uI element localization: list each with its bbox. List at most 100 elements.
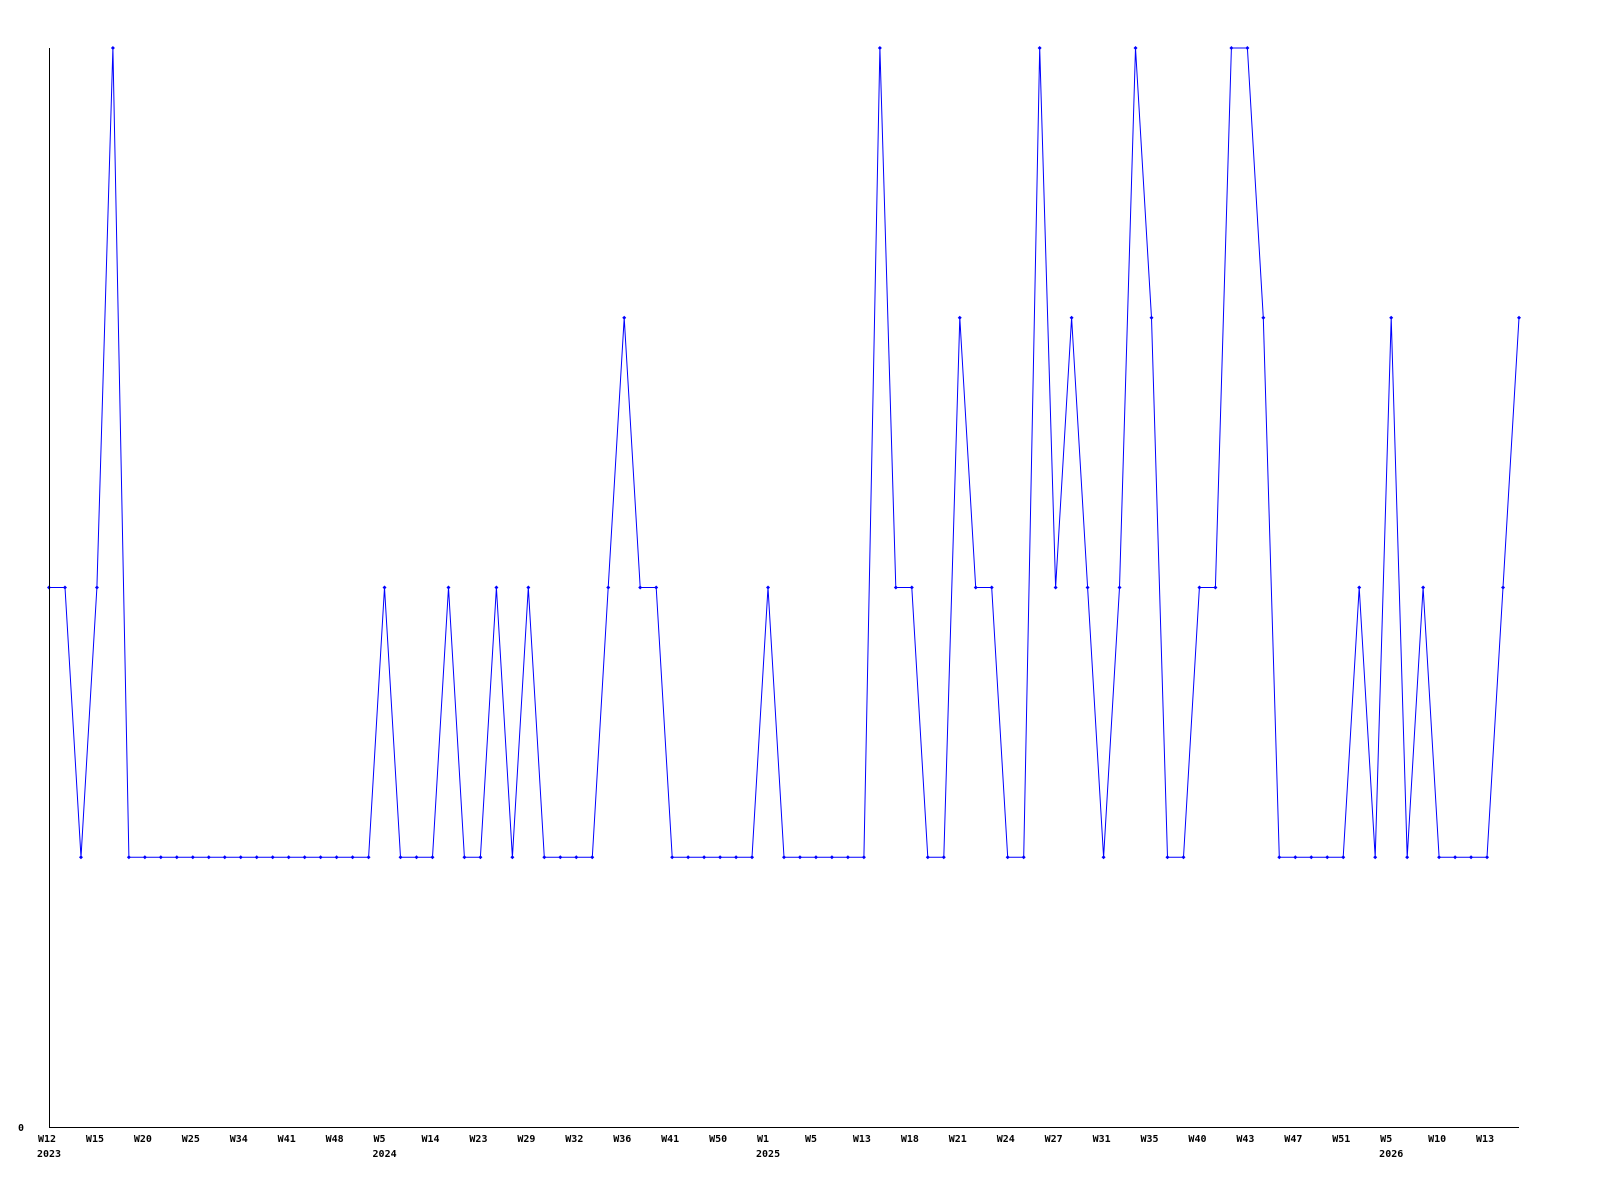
x-tick-label: W21 xyxy=(949,1134,967,1145)
x-tick-label: W41 xyxy=(661,1134,679,1145)
x-tick-label: W25 xyxy=(182,1134,200,1145)
data-point xyxy=(686,855,691,860)
x-tick-label: W48 xyxy=(326,1134,344,1145)
x-tick-label: W27 xyxy=(1045,1134,1063,1145)
x-tick-label: W5 xyxy=(374,1134,386,1145)
data-point xyxy=(542,855,547,860)
data-point xyxy=(110,46,115,50)
x-tick-label: W18 xyxy=(901,1134,919,1145)
data-point xyxy=(861,855,866,860)
data-point xyxy=(1485,855,1490,860)
x-tick-label: W35 xyxy=(1141,1134,1159,1145)
year-label: 2026 xyxy=(1379,1149,1403,1160)
data-point xyxy=(670,855,675,860)
data-point xyxy=(606,585,611,590)
data-point xyxy=(254,855,259,860)
data-point xyxy=(62,585,67,590)
year-label: 2025 xyxy=(756,1149,780,1160)
data-point xyxy=(286,855,291,860)
data-point xyxy=(446,585,451,590)
data-point xyxy=(1181,855,1186,860)
data-point xyxy=(813,855,818,860)
data-point xyxy=(158,855,163,860)
x-tick-label: W5 xyxy=(1380,1134,1392,1145)
data-point xyxy=(78,855,83,860)
x-tick-label: W10 xyxy=(1428,1134,1446,1145)
data-point xyxy=(766,585,771,590)
x-tick-label: W41 xyxy=(278,1134,296,1145)
x-tick-label: W12 xyxy=(38,1134,56,1145)
data-point xyxy=(1501,585,1506,590)
data-point xyxy=(1101,855,1106,860)
data-point xyxy=(526,585,531,590)
data-point xyxy=(366,855,371,860)
x-tick-label: W13 xyxy=(853,1134,871,1145)
data-point xyxy=(302,855,307,860)
data-point xyxy=(1357,585,1362,590)
x-tick-label: W50 xyxy=(709,1134,727,1145)
x-tick-label: W47 xyxy=(1284,1134,1302,1145)
data-point xyxy=(622,315,627,320)
data-point xyxy=(734,855,739,860)
data-point xyxy=(1053,585,1058,590)
data-point xyxy=(941,855,946,860)
x-tick-label: W5 xyxy=(805,1134,817,1145)
data-point xyxy=(270,855,275,860)
year-label: 2024 xyxy=(373,1149,397,1160)
data-point xyxy=(334,855,339,860)
data-point xyxy=(989,585,994,590)
data-point xyxy=(1453,855,1458,860)
x-tick-label: W1 xyxy=(757,1134,769,1145)
data-point xyxy=(574,855,579,860)
x-tick-label: W31 xyxy=(1093,1134,1111,1145)
x-tick-label: W15 xyxy=(86,1134,104,1145)
data-point xyxy=(478,855,483,860)
data-point xyxy=(590,855,595,860)
data-point xyxy=(925,855,930,860)
data-point xyxy=(893,585,898,590)
data-point xyxy=(558,855,563,860)
plot-area xyxy=(47,46,1521,860)
data-point xyxy=(782,855,786,860)
data-point xyxy=(238,855,243,860)
data-point xyxy=(1261,315,1266,320)
data-point xyxy=(350,855,355,860)
x-tick-label: W29 xyxy=(517,1134,535,1145)
data-point xyxy=(1117,585,1122,590)
data-point xyxy=(909,585,914,590)
series-line xyxy=(49,47,1520,858)
data-point xyxy=(750,855,755,860)
x-tick-label: W40 xyxy=(1188,1134,1206,1145)
data-point xyxy=(718,855,723,860)
x-tick-label: W32 xyxy=(565,1134,583,1145)
data-point xyxy=(1277,855,1282,860)
data-point xyxy=(1293,855,1298,860)
x-tick-labels: W12 W15 W20 W25 W34 W41 W48 W5 W14 W23 W29 W32 W36 W4… xyxy=(37,1134,1494,1160)
x-tick-label: W14 xyxy=(421,1134,439,1145)
data-point xyxy=(1133,46,1138,50)
data-point xyxy=(222,855,227,860)
data-point xyxy=(1165,855,1170,860)
data-point xyxy=(1005,855,1010,860)
data-point xyxy=(142,855,147,860)
x-tick-label: W23 xyxy=(469,1134,487,1145)
data-point xyxy=(126,855,131,860)
data-point xyxy=(1341,855,1346,860)
data-point xyxy=(797,855,802,860)
data-point xyxy=(1149,315,1154,320)
data-point xyxy=(462,855,467,860)
data-point xyxy=(638,585,643,590)
data-point xyxy=(318,855,323,860)
data-point xyxy=(206,855,211,860)
data-point xyxy=(494,585,499,590)
data-point xyxy=(1085,585,1090,590)
data-point xyxy=(510,855,515,860)
data-point xyxy=(1021,855,1026,860)
data-point xyxy=(382,585,387,590)
data-point xyxy=(1373,855,1378,860)
data-point xyxy=(1469,855,1474,860)
x-tick-label: W13 xyxy=(1476,1134,1494,1145)
data-point xyxy=(1325,855,1330,860)
x-tick-label: W24 xyxy=(997,1134,1015,1145)
